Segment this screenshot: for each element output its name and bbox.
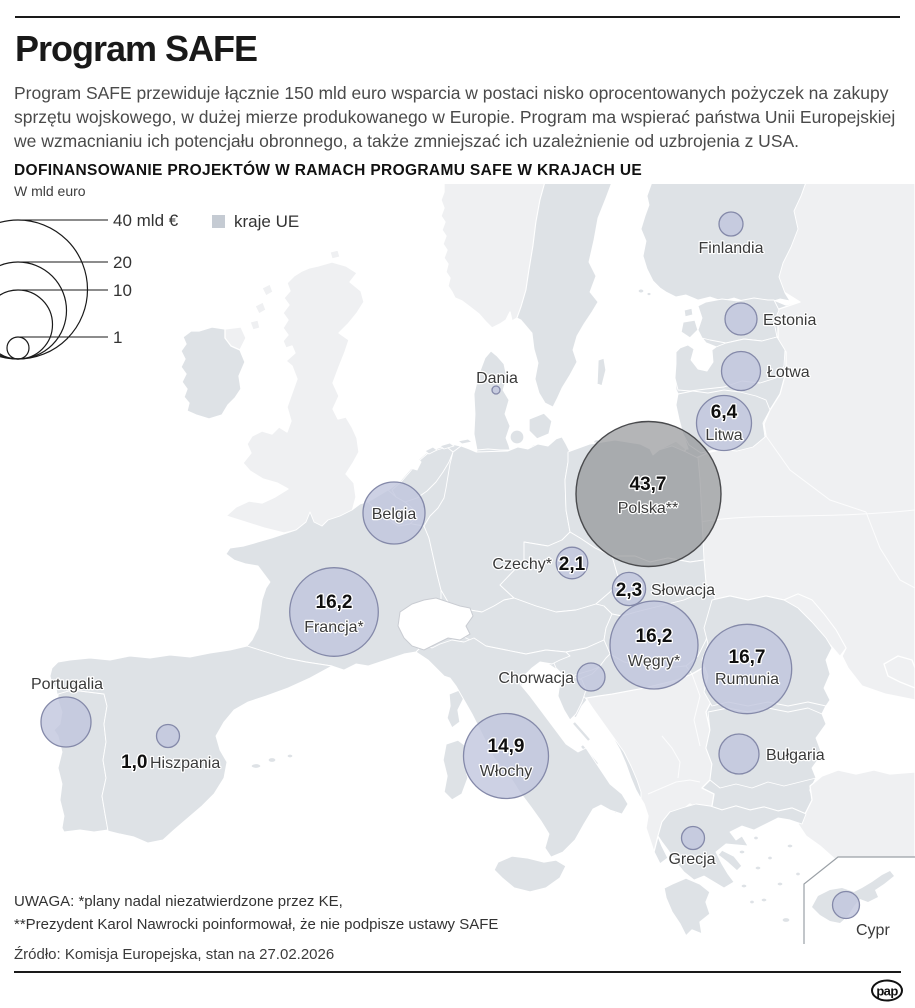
svg-text:16,7: 16,7 [729, 647, 766, 668]
svg-text:Litwa: Litwa [705, 427, 742, 444]
svg-text:2,1: 2,1 [559, 554, 586, 575]
svg-text:Estonia: Estonia [763, 312, 816, 329]
svg-text:Dania: Dania [476, 370, 518, 387]
svg-text:kraje UE: kraje UE [234, 212, 299, 231]
svg-text:10: 10 [113, 281, 132, 300]
svg-text:16,2: 16,2 [636, 626, 673, 647]
svg-text:Belgia: Belgia [372, 506, 417, 523]
svg-text:Portugalia: Portugalia [31, 676, 103, 693]
svg-text:Węgry*: Węgry* [628, 653, 680, 670]
svg-text:14,9: 14,9 [488, 736, 525, 757]
svg-text:Grecja: Grecja [668, 851, 715, 868]
svg-text:Finlandia: Finlandia [699, 240, 764, 257]
svg-text:Polska**: Polska** [618, 500, 678, 517]
svg-text:Słowacja: Słowacja [651, 582, 715, 599]
svg-text:Cypr: Cypr [856, 922, 890, 939]
svg-text:Chorwacja: Chorwacja [498, 670, 574, 687]
svg-text:6,4: 6,4 [711, 402, 738, 423]
svg-text:1,0: 1,0 [121, 752, 147, 773]
svg-text:16,2: 16,2 [316, 592, 353, 613]
svg-text:1: 1 [113, 328, 122, 347]
svg-text:pap: pap [876, 983, 898, 998]
svg-text:Francja*: Francja* [304, 619, 364, 636]
svg-text:Łotwa: Łotwa [767, 364, 810, 381]
svg-text:40 mld €: 40 mld € [113, 211, 179, 230]
svg-text:2,3: 2,3 [616, 580, 642, 601]
svg-text:Bułgaria: Bułgaria [766, 747, 825, 764]
svg-text:Rumunia: Rumunia [715, 671, 779, 688]
svg-text:Hiszpania: Hiszpania [150, 755, 220, 772]
svg-text:43,7: 43,7 [630, 474, 667, 495]
svg-text:Czechy*: Czechy* [492, 556, 552, 573]
svg-text:Włochy: Włochy [480, 763, 532, 780]
svg-text:20: 20 [113, 253, 132, 272]
